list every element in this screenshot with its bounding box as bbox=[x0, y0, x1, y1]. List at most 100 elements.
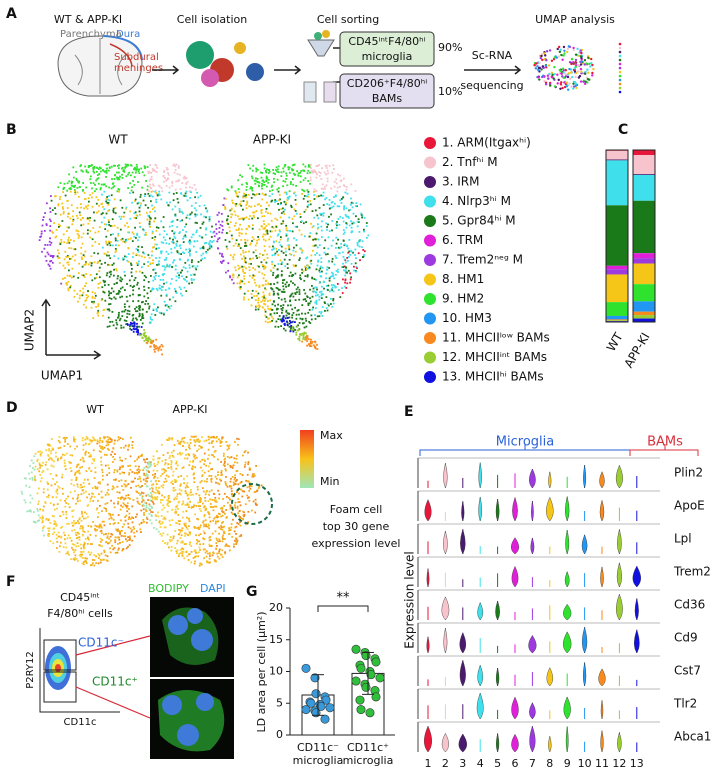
legend-marker bbox=[424, 176, 436, 188]
umap-point bbox=[145, 311, 148, 313]
umap-point bbox=[116, 469, 119, 472]
umap-point bbox=[246, 494, 248, 497]
umap-point bbox=[244, 503, 247, 506]
umap-point bbox=[292, 249, 295, 252]
umap-point bbox=[149, 225, 152, 228]
umap-point bbox=[220, 213, 223, 215]
umap-point bbox=[215, 440, 218, 443]
umap-point bbox=[131, 186, 133, 189]
umap-point bbox=[148, 337, 151, 340]
umap-point bbox=[150, 463, 152, 466]
umap-point bbox=[114, 212, 117, 215]
umap-point bbox=[36, 509, 39, 512]
umap-point bbox=[311, 169, 314, 172]
umap-point bbox=[98, 525, 100, 528]
umap-point bbox=[112, 447, 115, 450]
umap-point bbox=[121, 237, 124, 240]
umap-point bbox=[226, 485, 229, 488]
umap-point bbox=[283, 279, 286, 281]
umap-point bbox=[260, 484, 263, 487]
umap-point bbox=[296, 309, 299, 312]
umap-point bbox=[306, 336, 309, 339]
umap-point bbox=[283, 258, 286, 261]
umap-point bbox=[157, 480, 160, 482]
umap-point bbox=[76, 233, 79, 235]
umap-point bbox=[117, 436, 120, 438]
umap-point bbox=[135, 328, 138, 330]
umap-point bbox=[125, 239, 128, 242]
umap-point bbox=[558, 68, 561, 72]
umap-point bbox=[147, 302, 149, 305]
umap-point bbox=[171, 437, 174, 440]
umap-point bbox=[272, 300, 275, 303]
umap-point bbox=[134, 328, 137, 331]
umap-point bbox=[128, 512, 131, 515]
umap-point bbox=[243, 296, 245, 299]
umap-point bbox=[75, 545, 78, 548]
umap-point bbox=[128, 544, 131, 546]
umap-point bbox=[271, 230, 273, 233]
group-title: WT bbox=[86, 403, 104, 416]
umap-point bbox=[71, 521, 73, 524]
bar-segment bbox=[633, 318, 655, 322]
umap-point bbox=[196, 191, 198, 194]
umap-point bbox=[64, 542, 67, 545]
umap-point bbox=[145, 300, 147, 302]
umap-point bbox=[355, 257, 357, 259]
umap-point bbox=[93, 460, 95, 462]
legend-marker bbox=[424, 273, 436, 286]
umap-point bbox=[239, 524, 242, 527]
umap-point bbox=[68, 522, 70, 525]
umap-point bbox=[127, 465, 130, 467]
umap-point bbox=[232, 256, 235, 258]
umap-point bbox=[40, 477, 43, 479]
umap-point bbox=[209, 539, 212, 541]
legend-label: 10. HM3 bbox=[442, 311, 492, 325]
umap-point bbox=[272, 293, 275, 296]
umap-point bbox=[209, 245, 211, 248]
umap-point bbox=[229, 276, 232, 279]
umap-point bbox=[235, 222, 237, 225]
umap-point bbox=[80, 256, 83, 259]
umap-point bbox=[199, 227, 202, 229]
umap-point bbox=[179, 443, 182, 445]
umap-point bbox=[351, 206, 354, 209]
umap-point bbox=[82, 254, 85, 256]
umap-point bbox=[344, 278, 347, 281]
umap-point bbox=[66, 552, 69, 555]
umap-point bbox=[65, 437, 68, 439]
umap-point bbox=[54, 236, 57, 239]
umap-point bbox=[59, 198, 61, 200]
umap-point bbox=[263, 294, 266, 297]
umap-point bbox=[134, 211, 137, 214]
umap-point bbox=[215, 228, 218, 230]
umap-point bbox=[165, 474, 168, 477]
umap-point bbox=[227, 223, 230, 225]
umap-point bbox=[350, 249, 352, 252]
umap-point bbox=[587, 56, 590, 60]
umap-point bbox=[122, 438, 124, 440]
umap-point bbox=[147, 192, 150, 195]
umap-point bbox=[236, 437, 238, 440]
umap-point bbox=[301, 268, 303, 271]
umap-point bbox=[113, 469, 116, 471]
umap-point bbox=[196, 438, 199, 441]
umap-point bbox=[67, 534, 70, 537]
umap-point bbox=[125, 505, 128, 507]
umap-point bbox=[221, 528, 224, 531]
umap-point bbox=[347, 251, 350, 254]
umap-point bbox=[119, 533, 121, 535]
umap-point bbox=[99, 481, 101, 483]
umap-point bbox=[268, 292, 271, 295]
umap-point bbox=[332, 164, 335, 167]
umap-point bbox=[80, 246, 83, 249]
umap-point bbox=[229, 275, 231, 278]
umap-point bbox=[64, 438, 67, 441]
umap-point bbox=[241, 175, 243, 178]
umap-point bbox=[124, 497, 127, 500]
umap-point bbox=[149, 316, 152, 319]
umap-point bbox=[148, 503, 151, 506]
umap-point bbox=[142, 519, 145, 521]
umap-point bbox=[185, 248, 187, 251]
umap-point bbox=[294, 194, 297, 197]
